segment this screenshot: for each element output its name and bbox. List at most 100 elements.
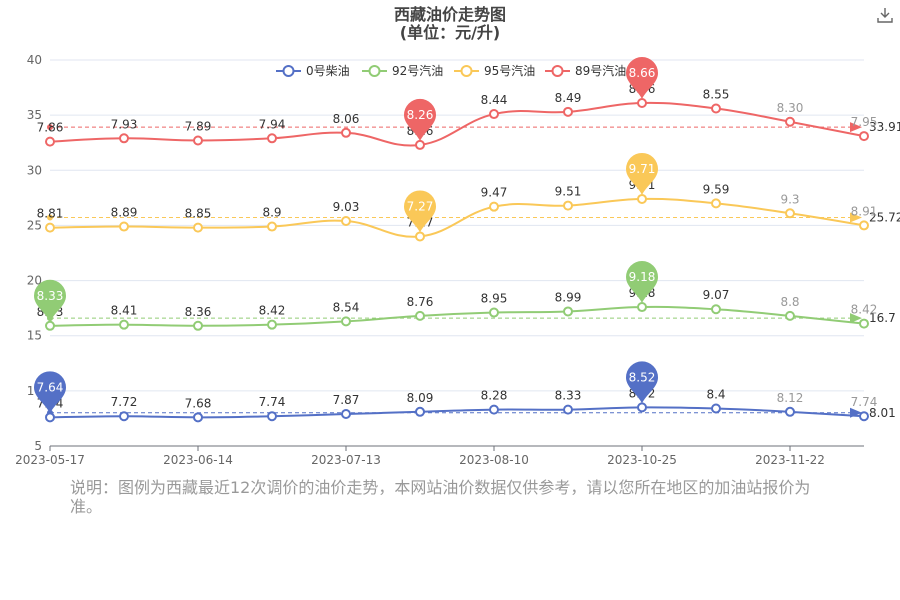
legend-marker	[551, 65, 564, 77]
average-arrow	[850, 212, 862, 223]
legend-label: 92号汽油	[392, 63, 443, 78]
average-value-label: 25.72	[869, 210, 900, 224]
data-point	[341, 316, 351, 327]
average-start-dot	[47, 214, 53, 221]
data-point	[637, 193, 647, 204]
data-point	[711, 103, 721, 114]
data-point	[489, 307, 499, 318]
data-label: 8.85	[185, 207, 212, 221]
max-pin	[626, 152, 658, 195]
data-label: 8.55	[703, 88, 730, 102]
legend-label: 95号汽油	[484, 63, 535, 78]
data-label: 9.07	[703, 288, 730, 302]
data-point	[711, 304, 721, 315]
y-tick-label: 25	[27, 218, 42, 232]
average-lines: 8.01 16.7 25.72 33.91	[47, 120, 900, 420]
data-label: 8.09	[407, 391, 434, 405]
data-label: 7.68	[185, 396, 212, 410]
data-label: 8.76	[407, 295, 434, 309]
min-pin-label: 8.26	[407, 108, 434, 122]
data-label: 8.49	[555, 91, 582, 105]
data-label: 9.51	[555, 185, 582, 199]
data-point	[267, 411, 277, 422]
legend-marker	[460, 65, 473, 77]
data-point	[415, 231, 425, 242]
data-label: 8.99	[555, 290, 582, 304]
x-tick-label: 2023-07-13	[311, 453, 381, 467]
y-tick-label: 35	[27, 108, 42, 122]
data-point	[267, 133, 277, 144]
pin-markers: 7.64 8.52 8.33 9.18 7.27 9.71 8.26 8.66	[34, 57, 658, 414]
data-label: 7.89	[185, 120, 212, 134]
x-tick-label: 2023-10-25	[607, 453, 677, 467]
data-label: 8.36	[185, 305, 212, 319]
data-point	[563, 200, 573, 211]
data-label: 8.42	[851, 303, 878, 317]
data-point	[489, 201, 499, 212]
data-label: 8.42	[259, 304, 286, 318]
data-point	[859, 318, 869, 329]
data-label: 8.54	[333, 300, 360, 314]
data-label: 8.81	[37, 207, 64, 221]
data-point	[489, 404, 499, 415]
data-label: 8.91	[851, 204, 878, 218]
legend-label: 89号汽油	[575, 63, 626, 78]
chart-title: 西藏油价走势图	[394, 5, 506, 24]
max-pin-label: 8.52	[629, 370, 656, 384]
data-label: 7.87	[333, 393, 360, 407]
legend-marker	[282, 65, 295, 77]
chart-subtitle: (单位：元/升)	[400, 23, 500, 42]
data-point	[193, 222, 203, 233]
min-pin	[404, 98, 436, 141]
data-point	[45, 320, 55, 331]
y-tick-label: 40	[27, 53, 42, 67]
x-tick-label: 2023-11-22	[755, 453, 825, 467]
legend-marker	[368, 65, 381, 77]
data-point	[341, 216, 351, 227]
max-pin-label: 9.18	[629, 270, 656, 284]
data-point	[785, 310, 795, 321]
data-point	[785, 116, 795, 127]
min-pin	[34, 371, 66, 414]
max-pin-label: 8.66	[629, 66, 656, 80]
data-point	[267, 319, 277, 330]
data-label: 9.47	[481, 186, 508, 200]
average-arrow	[850, 313, 862, 324]
data-point	[193, 412, 203, 423]
data-point	[45, 222, 55, 233]
x-tick-label: 2023-06-14	[163, 453, 233, 467]
data-label: 7.95	[851, 115, 878, 129]
y-tick-label: 15	[27, 329, 42, 343]
data-label: 9.59	[703, 182, 730, 196]
data-label: 8.06	[333, 112, 360, 126]
download-icon[interactable]	[876, 6, 894, 26]
series-line	[49, 406, 865, 419]
average-value-label: 16.7	[869, 311, 896, 325]
min-pin-label: 8.33	[37, 289, 64, 303]
data-point	[785, 406, 795, 417]
legend: 0号柴油 92号汽油 95号汽油 89号汽油	[276, 63, 626, 78]
data-point	[415, 139, 425, 150]
series-line	[49, 101, 865, 147]
data-point	[45, 136, 55, 147]
data-label: 7.93	[111, 117, 138, 131]
data-point	[267, 221, 277, 232]
data-label: 8.95	[481, 292, 508, 306]
data-label: 9.3	[780, 192, 799, 206]
data-label: 7.72	[111, 395, 138, 409]
data-point	[119, 221, 129, 232]
min-pin-label: 7.27	[407, 199, 434, 213]
data-label: 8.30	[777, 101, 804, 115]
series-lines	[45, 98, 869, 423]
data-point	[711, 403, 721, 414]
data-label: 7.86	[37, 121, 64, 135]
average-arrow	[850, 122, 862, 133]
data-label: 8.9	[262, 206, 281, 220]
grid-lines	[50, 59, 864, 392]
data-point	[119, 133, 129, 144]
data-point	[859, 220, 869, 231]
data-label: 7.74	[851, 395, 878, 409]
data-label: 8.4	[706, 388, 725, 402]
data-point	[341, 409, 351, 420]
